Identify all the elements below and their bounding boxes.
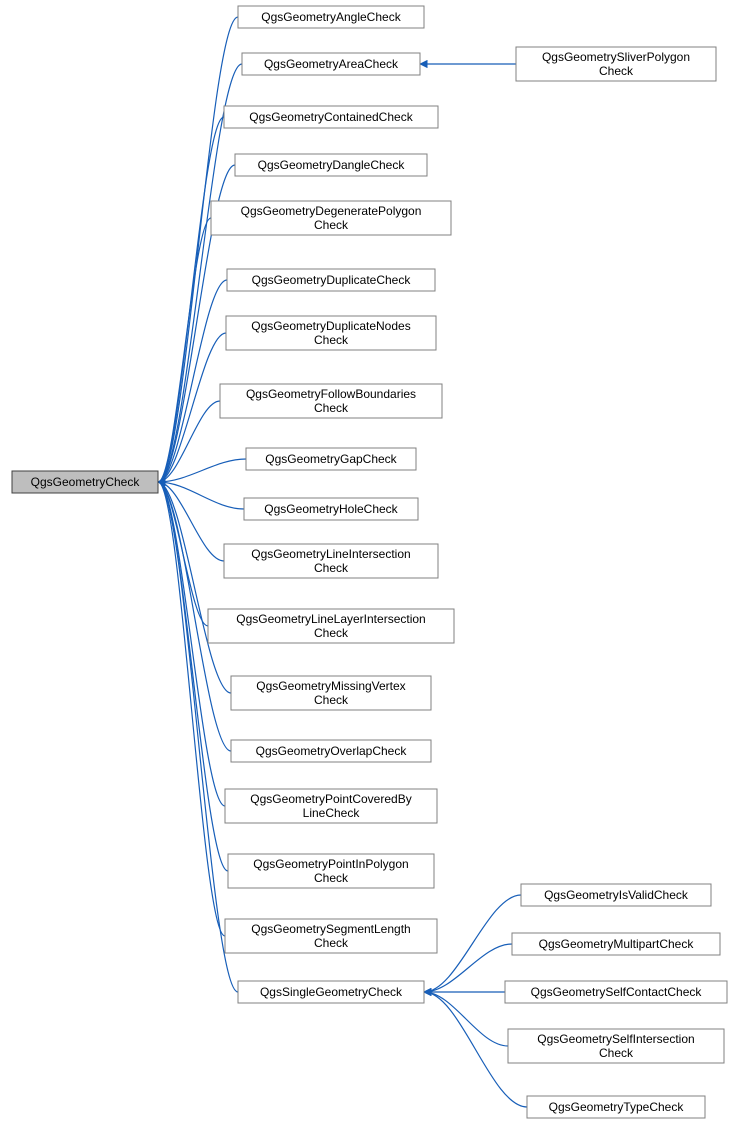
node-label: QgsGeometrySegmentLength xyxy=(251,922,410,936)
edge-selfint-to-singlegeom xyxy=(424,992,508,1046)
node-label: QgsGeometryIsValidCheck xyxy=(544,888,689,902)
node-label: QgsGeometryPointInPolygon xyxy=(253,857,408,871)
node-label: QgsGeometryFollowBoundaries xyxy=(246,387,416,401)
node-label: QgsGeometryAngleCheck xyxy=(261,10,401,24)
node-label: QgsGeometryDuplicateCheck xyxy=(252,273,412,287)
node-label: QgsGeometryDangleCheck xyxy=(258,158,406,172)
node-label: Check xyxy=(599,64,634,78)
node-label: QgsGeometrySelfContactCheck xyxy=(531,985,703,999)
node-pointcov[interactable]: QgsGeometryPointCoveredByLineCheck xyxy=(225,789,437,823)
node-label: QgsGeometryCheck xyxy=(31,475,141,489)
node-dangle[interactable]: QgsGeometryDangleCheck xyxy=(235,154,427,176)
node-label: Check xyxy=(314,333,349,347)
node-singlegeom[interactable]: QgsSingleGeometryCheck xyxy=(238,981,424,1003)
node-angle[interactable]: QgsGeometryAngleCheck xyxy=(238,6,424,28)
node-pointinpoly[interactable]: QgsGeometryPointInPolygonCheck xyxy=(228,854,434,888)
node-label: QgsGeometryLineIntersection xyxy=(251,547,410,561)
node-label: LineCheck xyxy=(303,806,361,820)
node-lineint[interactable]: QgsGeometryLineIntersectionCheck xyxy=(224,544,438,578)
node-label: Check xyxy=(314,871,349,885)
node-contained[interactable]: QgsGeometryContainedCheck xyxy=(224,106,438,128)
node-seglen[interactable]: QgsGeometrySegmentLengthCheck xyxy=(225,919,437,953)
edge-duplicate-to-root xyxy=(158,280,227,482)
node-label: Check xyxy=(314,936,349,950)
node-overlap[interactable]: QgsGeometryOverlapCheck xyxy=(231,740,431,762)
node-linelayerint[interactable]: QgsGeometryLineLayerIntersectionCheck xyxy=(208,609,454,643)
node-label: QgsGeometryGapCheck xyxy=(265,452,397,466)
node-label: Check xyxy=(314,218,349,232)
node-isvalid[interactable]: QgsGeometryIsValidCheck xyxy=(521,884,711,906)
edge-pointcov-to-root xyxy=(158,482,225,806)
node-label: QgsGeometryMissingVertex xyxy=(256,679,405,693)
node-typecheck[interactable]: QgsGeometryTypeCheck xyxy=(527,1096,705,1118)
node-label: QgsGeometryAreaCheck xyxy=(264,57,399,71)
node-label: QgsGeometrySliverPolygon xyxy=(542,50,690,64)
node-missingvtx[interactable]: QgsGeometryMissingVertexCheck xyxy=(231,676,431,710)
nodes-group: QgsGeometryCheck QgsGeometryAngleCheck Qgs… xyxy=(12,6,727,1118)
node-label: Check xyxy=(314,561,349,575)
node-label: Check xyxy=(599,1046,634,1060)
node-root[interactable]: QgsGeometryCheck xyxy=(12,471,158,493)
node-label: QgsGeometryDegeneratePolygon xyxy=(241,204,422,218)
node-selfcontact[interactable]: QgsGeometrySelfContactCheck xyxy=(505,981,727,1003)
inheritance-diagram: QgsGeometryCheck QgsGeometryAngleCheck Qgs… xyxy=(0,0,737,1127)
node-label: QgsGeometryLineLayerIntersection xyxy=(236,612,425,626)
node-label: QgsGeometryMultipartCheck xyxy=(539,937,695,951)
node-area[interactable]: QgsGeometryAreaCheck xyxy=(242,53,420,75)
edge-pointinpoly-to-root xyxy=(158,482,228,871)
node-degenerate[interactable]: QgsGeometryDegeneratePolygonCheck xyxy=(211,201,451,235)
node-hole[interactable]: QgsGeometryHoleCheck xyxy=(244,498,418,520)
node-dupnodes[interactable]: QgsGeometryDuplicateNodesCheck xyxy=(226,316,436,350)
node-label: QgsGeometrySelfIntersection xyxy=(537,1032,694,1046)
node-label: QgsGeometryPointCoveredBy xyxy=(250,792,411,806)
node-gap[interactable]: QgsGeometryGapCheck xyxy=(246,448,416,470)
node-label: QgsGeometryContainedCheck xyxy=(249,110,413,124)
edge-seglen-to-root xyxy=(158,482,225,936)
node-followb[interactable]: QgsGeometryFollowBoundariesCheck xyxy=(220,384,442,418)
node-multipart[interactable]: QgsGeometryMultipartCheck xyxy=(512,933,720,955)
node-label: QgsSingleGeometryCheck xyxy=(260,985,403,999)
node-sliver[interactable]: QgsGeometrySliverPolygonCheck xyxy=(516,47,716,81)
node-label: Check xyxy=(314,401,349,415)
node-label: QgsGeometryOverlapCheck xyxy=(256,744,408,758)
node-label: Check xyxy=(314,626,349,640)
edge-isvalid-to-singlegeom xyxy=(424,895,521,992)
node-label: QgsGeometryTypeCheck xyxy=(549,1100,685,1114)
node-duplicate[interactable]: QgsGeometryDuplicateCheck xyxy=(227,269,435,291)
node-label: QgsGeometryHoleCheck xyxy=(264,502,398,516)
node-label: Check xyxy=(314,693,349,707)
node-selfint[interactable]: QgsGeometrySelfIntersectionCheck xyxy=(508,1029,724,1063)
edge-degenerate-to-root xyxy=(158,218,211,482)
node-label: QgsGeometryDuplicateNodes xyxy=(251,319,410,333)
